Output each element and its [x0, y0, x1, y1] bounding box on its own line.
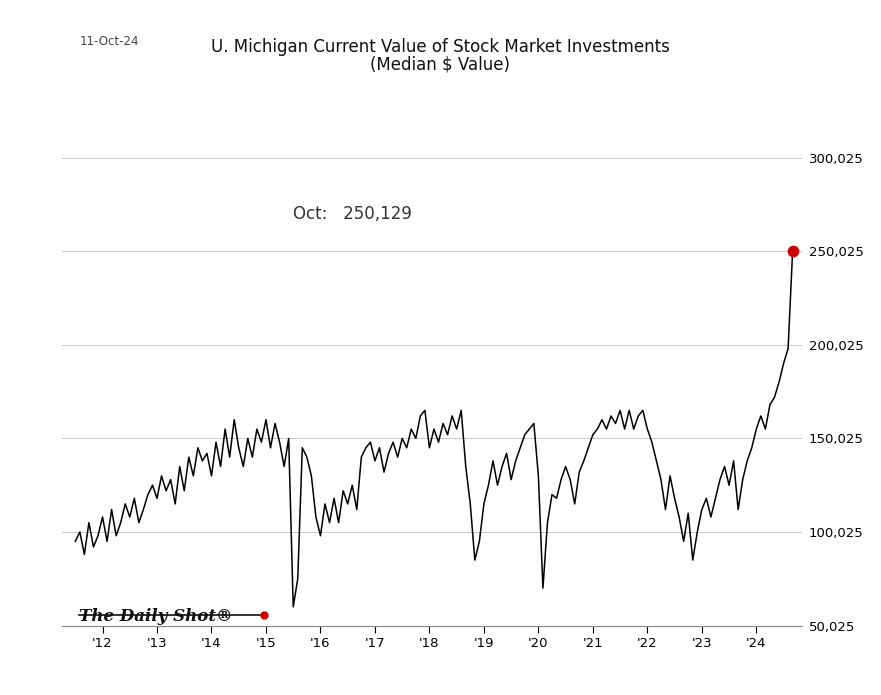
Text: The Daily Shot®: The Daily Shot®	[79, 608, 233, 625]
Point	[786, 245, 800, 256]
Text: Oct:   250,129: Oct: 250,129	[293, 205, 412, 223]
Text: (Median $ Value): (Median $ Value)	[371, 56, 510, 74]
Text: U. Michigan Current Value of Stock Market Investments: U. Michigan Current Value of Stock Marke…	[211, 38, 670, 56]
Text: 11-Oct-24: 11-Oct-24	[79, 35, 139, 48]
